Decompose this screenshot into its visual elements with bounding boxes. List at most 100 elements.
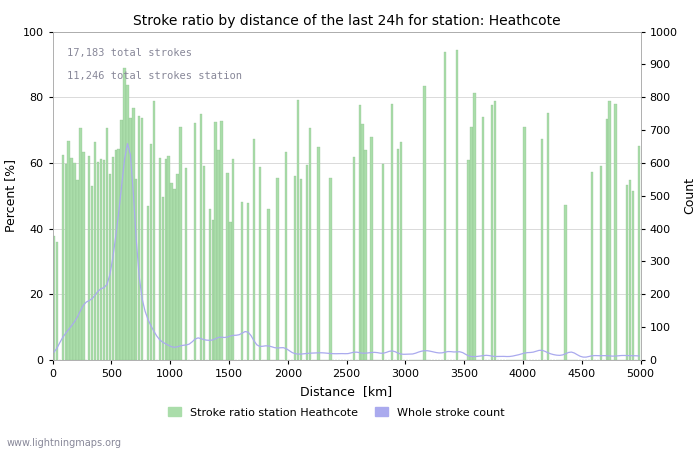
Bar bbox=[523, 127, 526, 360]
Bar bbox=[285, 152, 288, 360]
Bar bbox=[88, 156, 90, 360]
Bar bbox=[176, 174, 178, 360]
Bar bbox=[56, 242, 58, 360]
Bar bbox=[306, 165, 308, 360]
Bar bbox=[108, 175, 111, 360]
Bar bbox=[194, 123, 196, 360]
Bar bbox=[482, 117, 484, 360]
Bar bbox=[135, 179, 137, 360]
Bar bbox=[130, 118, 132, 360]
Bar bbox=[297, 100, 299, 360]
Bar bbox=[494, 101, 496, 360]
Bar bbox=[365, 150, 367, 360]
Bar bbox=[132, 108, 134, 360]
Bar bbox=[162, 197, 164, 360]
Whole stroke count bbox=[85, 298, 94, 303]
Bar bbox=[638, 146, 640, 360]
Bar bbox=[97, 162, 99, 360]
Bar bbox=[353, 157, 355, 360]
Whole stroke count bbox=[50, 350, 58, 355]
Bar bbox=[64, 164, 67, 360]
Text: 17,183 total strokes: 17,183 total strokes bbox=[67, 48, 192, 58]
Bar bbox=[397, 149, 399, 360]
Bar bbox=[174, 189, 176, 360]
Bar bbox=[62, 155, 64, 360]
Bar bbox=[232, 159, 234, 360]
Bar bbox=[247, 203, 249, 360]
Bar bbox=[626, 185, 629, 360]
Line: Whole stroke count: Whole stroke count bbox=[54, 144, 639, 357]
Bar bbox=[52, 236, 55, 360]
Title: Stroke ratio by distance of the last 24h for station: Heathcote: Stroke ratio by distance of the last 24h… bbox=[133, 14, 560, 27]
Bar bbox=[317, 147, 320, 360]
Bar bbox=[138, 117, 141, 360]
Whole stroke count bbox=[635, 353, 643, 359]
Bar bbox=[276, 178, 279, 360]
Bar bbox=[564, 205, 567, 360]
Bar bbox=[209, 209, 211, 360]
Bar bbox=[82, 153, 85, 360]
Bar bbox=[100, 159, 102, 360]
Bar bbox=[468, 160, 470, 360]
Bar bbox=[241, 202, 244, 360]
Bar bbox=[632, 191, 634, 360]
Bar bbox=[141, 117, 144, 360]
Whole stroke count bbox=[209, 338, 217, 343]
Bar bbox=[118, 149, 120, 360]
Bar bbox=[600, 166, 602, 360]
Whole stroke count bbox=[74, 314, 82, 319]
Y-axis label: Percent [%]: Percent [%] bbox=[4, 159, 17, 232]
Text: 11,246 total strokes station: 11,246 total strokes station bbox=[67, 71, 242, 81]
Bar bbox=[329, 178, 332, 360]
Bar bbox=[91, 186, 93, 360]
Bar bbox=[382, 163, 384, 360]
Bar bbox=[267, 209, 270, 360]
Bar bbox=[226, 173, 229, 360]
Whole stroke count bbox=[579, 355, 587, 360]
Bar bbox=[541, 139, 543, 360]
Bar bbox=[153, 101, 155, 360]
X-axis label: Distance  [km]: Distance [km] bbox=[300, 385, 393, 398]
Bar bbox=[167, 156, 170, 360]
Bar bbox=[79, 128, 82, 360]
Bar bbox=[491, 105, 494, 360]
Bar bbox=[203, 166, 205, 360]
Bar bbox=[179, 127, 181, 360]
Bar bbox=[370, 136, 372, 360]
Bar bbox=[199, 113, 202, 360]
Bar bbox=[74, 163, 76, 360]
Text: www.lightningmaps.org: www.lightningmaps.org bbox=[7, 438, 122, 448]
Bar bbox=[456, 50, 458, 360]
Bar bbox=[608, 101, 611, 360]
Bar bbox=[120, 120, 122, 360]
Bar bbox=[400, 142, 402, 360]
Bar bbox=[229, 222, 232, 360]
Bar bbox=[606, 119, 608, 360]
Bar bbox=[444, 52, 446, 360]
Bar bbox=[103, 160, 105, 360]
Whole stroke count bbox=[611, 353, 620, 359]
Bar bbox=[123, 68, 126, 360]
Y-axis label: Count: Count bbox=[683, 177, 696, 214]
Bar bbox=[76, 180, 78, 360]
Bar bbox=[361, 124, 364, 360]
Bar bbox=[67, 141, 70, 360]
Bar bbox=[253, 139, 255, 360]
Bar bbox=[170, 184, 173, 360]
Bar bbox=[391, 104, 393, 360]
Bar bbox=[126, 85, 129, 360]
Bar bbox=[185, 168, 188, 360]
Bar bbox=[164, 159, 167, 360]
Bar bbox=[115, 150, 117, 360]
Bar bbox=[159, 158, 161, 360]
Bar bbox=[211, 220, 214, 360]
Bar bbox=[629, 180, 631, 360]
Bar bbox=[111, 157, 114, 360]
Bar bbox=[547, 113, 549, 360]
Bar bbox=[258, 167, 261, 360]
Whole stroke count bbox=[591, 353, 599, 358]
Whole stroke count bbox=[162, 341, 170, 346]
Bar bbox=[470, 127, 473, 360]
Bar bbox=[220, 121, 223, 360]
Bar bbox=[218, 150, 220, 360]
